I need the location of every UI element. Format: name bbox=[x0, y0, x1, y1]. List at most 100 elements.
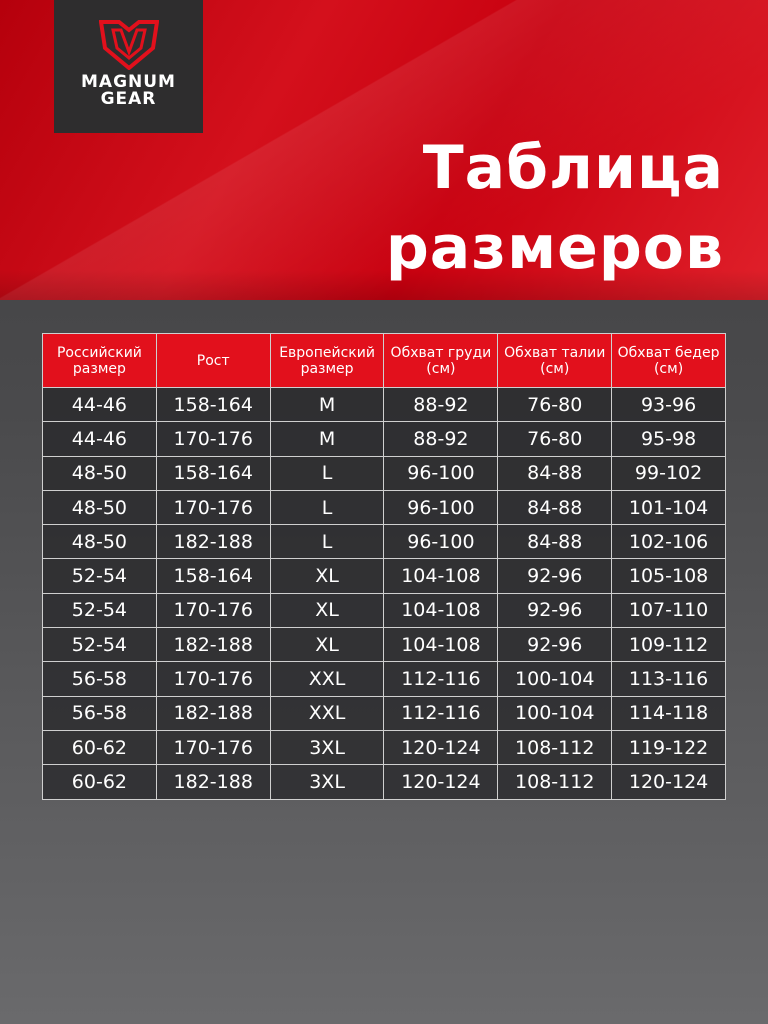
table-cell: 120-124 bbox=[383, 764, 499, 800]
table-cell: 104-108 bbox=[383, 558, 499, 594]
table-row: 44-46 170-176 M 88-92 76-80 95-98 bbox=[42, 421, 726, 457]
table-cell: M bbox=[269, 386, 385, 423]
table-cell: 48-50 bbox=[42, 489, 157, 526]
table-row: 52-54 158-164 XL 104-108 92-96 105-108 bbox=[42, 558, 726, 594]
table-cell: 92-96 bbox=[497, 592, 613, 629]
logo-line-1: MAGNUM bbox=[81, 72, 176, 92]
table-cell: XL bbox=[269, 627, 385, 663]
table-cell: 104-108 bbox=[383, 592, 499, 629]
table-cell: 96-100 bbox=[383, 524, 499, 560]
table-cell: 104-108 bbox=[383, 627, 499, 663]
table-row: 52-54 182-188 XL 104-108 92-96 109-112 bbox=[42, 627, 726, 663]
table-cell: 105-108 bbox=[611, 558, 726, 594]
column-header: Обхват груди (см) bbox=[383, 333, 499, 388]
logo-line-2: GEAR bbox=[100, 89, 157, 109]
table-cell: L bbox=[269, 489, 385, 526]
table-cell: 52-54 bbox=[42, 627, 157, 663]
table-cell: 158-164 bbox=[155, 386, 271, 423]
column-header: Европейский размер bbox=[269, 333, 385, 388]
table-cell: 109-112 bbox=[611, 627, 726, 663]
table-cell: 120-124 bbox=[383, 729, 499, 766]
table-cell: 170-176 bbox=[155, 592, 271, 629]
table-cell: 92-96 bbox=[497, 558, 613, 594]
table-cell: L bbox=[269, 524, 385, 560]
table-cell: 101-104 bbox=[611, 489, 726, 526]
table-cell: 112-116 bbox=[383, 661, 499, 697]
table-cell: 112-116 bbox=[383, 695, 499, 731]
table-cell: 56-58 bbox=[42, 695, 157, 731]
table-cell: 48-50 bbox=[42, 524, 157, 560]
table-cell: 60-62 bbox=[42, 764, 157, 800]
table-row: 48-50 158-164 L 96-100 84-88 99-102 bbox=[42, 455, 726, 491]
table-cell: 170-176 bbox=[155, 421, 271, 457]
table-cell: 108-112 bbox=[497, 729, 613, 766]
table-cell: 56-58 bbox=[42, 661, 157, 697]
column-header: Обхват бедер (см) bbox=[611, 333, 726, 388]
table-cell: 170-176 bbox=[155, 661, 271, 697]
table-header: Российский размер Рост Европейский размер О… bbox=[42, 333, 726, 388]
table-cell: 120-124 bbox=[611, 764, 726, 800]
table-row: 56-58 170-176 XXL 112-116 100-104 113-116 bbox=[42, 661, 726, 697]
table-row: 48-50 182-188 L 96-100 84-88 102-106 bbox=[42, 524, 726, 560]
table-cell: 84-88 bbox=[497, 455, 613, 491]
table-cell: 182-188 bbox=[155, 524, 271, 560]
table-row: 60-62 182-188 3XL 120-124 108-112 120-124 bbox=[42, 764, 726, 800]
column-header: Обхват талии (см) bbox=[497, 333, 613, 388]
table-cell: M bbox=[269, 421, 385, 457]
table-cell: 88-92 bbox=[383, 386, 499, 423]
table-row: 60-62 170-176 3XL 120-124 108-112 119-122 bbox=[42, 729, 726, 766]
table-cell: XXL bbox=[269, 695, 385, 731]
table-row: 44-46 158-164 M 88-92 76-80 93-96 bbox=[42, 386, 726, 423]
table-cell: 158-164 bbox=[155, 455, 271, 491]
table-cell: 52-54 bbox=[42, 592, 157, 629]
table-cell: 48-50 bbox=[42, 455, 157, 491]
table-cell: XXL bbox=[269, 661, 385, 697]
table-cell: 44-46 bbox=[42, 386, 157, 423]
table-cell: 52-54 bbox=[42, 558, 157, 594]
table-cell: 60-62 bbox=[42, 729, 157, 766]
column-header: Рост bbox=[155, 333, 271, 388]
table-cell: 114-118 bbox=[611, 695, 726, 731]
title-line-2: размеров bbox=[385, 213, 724, 283]
title-line-1: Таблица bbox=[422, 133, 724, 203]
table-cell: 3XL bbox=[269, 764, 385, 800]
table-cell: 182-188 bbox=[155, 764, 271, 800]
table-row: 56-58 182-188 XXL 112-116 100-104 114-118 bbox=[42, 695, 726, 731]
table-cell: 84-88 bbox=[497, 524, 613, 560]
table-cell: 95-98 bbox=[611, 421, 726, 457]
background-shadow bbox=[0, 270, 768, 300]
table-cell: 119-122 bbox=[611, 729, 726, 766]
table-cell: 182-188 bbox=[155, 627, 271, 663]
table-cell: 170-176 bbox=[155, 489, 271, 526]
table-cell: 100-104 bbox=[497, 661, 613, 697]
table-cell: 88-92 bbox=[383, 421, 499, 457]
table-cell: XL bbox=[269, 592, 385, 629]
size-table: Российский размер Рост Европейский размер О… bbox=[42, 333, 726, 800]
table-cell: 93-96 bbox=[611, 386, 726, 423]
column-header: Российский размер bbox=[42, 333, 157, 388]
table-row: 52-54 170-176 XL 104-108 92-96 107-110 bbox=[42, 592, 726, 629]
table-cell: 102-106 bbox=[611, 524, 726, 560]
page-title: Таблица размеров bbox=[386, 128, 724, 288]
table-cell: 158-164 bbox=[155, 558, 271, 594]
table-cell: 76-80 bbox=[497, 421, 613, 457]
table-row: 48-50 170-176 L 96-100 84-88 101-104 bbox=[42, 489, 726, 526]
table-cell: 113-116 bbox=[611, 661, 726, 697]
table-cell: 100-104 bbox=[497, 695, 613, 731]
table-cell: 3XL bbox=[269, 729, 385, 766]
table-cell: XL bbox=[269, 558, 385, 594]
table-cell: 182-188 bbox=[155, 695, 271, 731]
table-cell: 96-100 bbox=[383, 455, 499, 491]
table-cell: 84-88 bbox=[497, 489, 613, 526]
table-cell: 96-100 bbox=[383, 489, 499, 526]
table-cell: L bbox=[269, 455, 385, 491]
table-cell: 99-102 bbox=[611, 455, 726, 491]
logo-text: MAGNUM GEAR bbox=[81, 74, 176, 108]
table-cell: 44-46 bbox=[42, 421, 157, 457]
shield-m-icon bbox=[98, 20, 159, 70]
brand-logo: MAGNUM GEAR bbox=[54, 0, 203, 133]
table-cell: 76-80 bbox=[497, 386, 613, 423]
table-cell: 92-96 bbox=[497, 627, 613, 663]
table-cell: 107-110 bbox=[611, 592, 726, 629]
table-cell: 170-176 bbox=[155, 729, 271, 766]
